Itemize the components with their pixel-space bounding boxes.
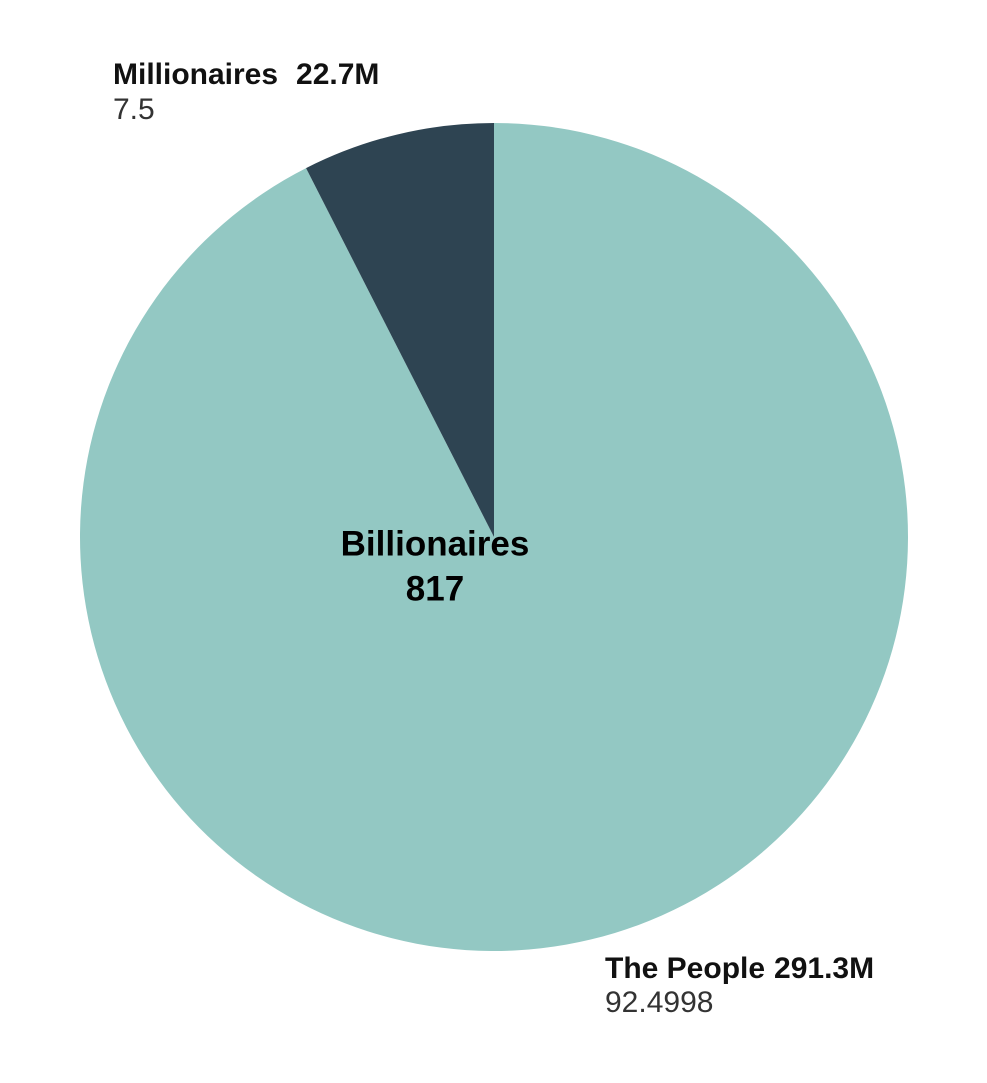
- slice-label: Millionaires 22.7M: [113, 58, 379, 91]
- category-name: The People: [605, 952, 765, 985]
- pie-slice: [306, 123, 494, 537]
- count-label: 817: [406, 569, 464, 608]
- value-label: 92.4998: [605, 986, 713, 1019]
- value-label: 7.5: [113, 93, 155, 126]
- pie-slice: [306, 168, 494, 538]
- slice-label: The People 291.3M: [605, 952, 874, 985]
- category-name: Millionaires: [113, 58, 278, 91]
- count-label: 22.7M: [296, 58, 379, 91]
- category-name: Billionaires: [341, 524, 530, 563]
- count-label: 291.3M: [774, 952, 874, 985]
